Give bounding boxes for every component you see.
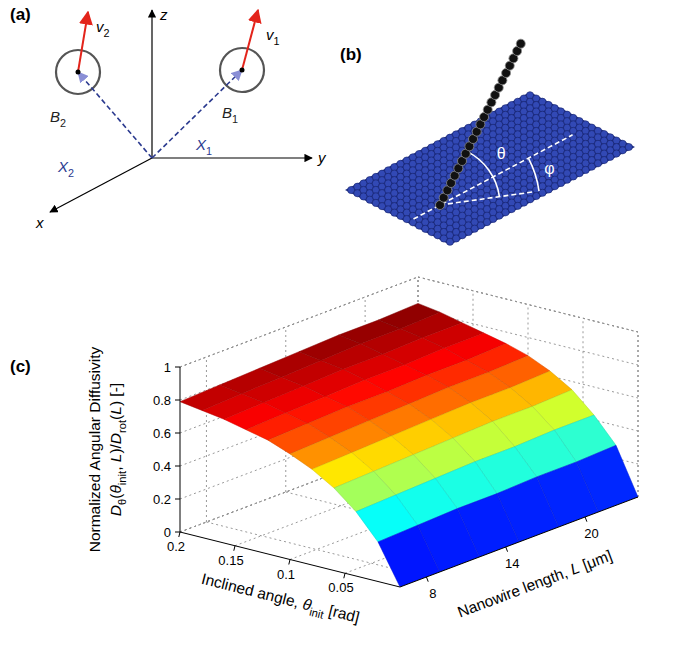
figure-svg: (a)zyxB2v2X2B1v1X1(b)θφ(c)00.20.40.60.81… xyxy=(0,0,679,646)
text-part: 1 xyxy=(206,145,212,157)
tick xyxy=(175,367,180,368)
projection-line xyxy=(440,192,534,205)
text-part: L xyxy=(107,406,124,415)
figure: (a)zyxB2v2X2B1v1X1(b)θφ(c)00.20.40.60.81… xyxy=(0,0,679,646)
text-part: Inclined angle, xyxy=(200,570,305,612)
panel-c: (c)00.20.40.60.810.050.10.150.281420Incl… xyxy=(10,277,638,629)
tick xyxy=(289,560,290,565)
text-part: ) [-] xyxy=(107,383,124,406)
axis-label: z xyxy=(159,6,168,23)
tick-label: 0.1 xyxy=(277,567,295,582)
body-center xyxy=(76,70,81,75)
tick xyxy=(585,517,587,522)
velocity-vector xyxy=(242,10,258,70)
text-part: Nanowire length, xyxy=(455,562,574,621)
reference-line xyxy=(413,135,572,219)
tick xyxy=(175,466,180,467)
box-edge xyxy=(638,332,639,497)
axis-line xyxy=(152,157,312,158)
text-part: 1 xyxy=(232,113,238,125)
substrate xyxy=(345,92,635,245)
velocity-label: v1 xyxy=(266,26,280,47)
axis-line xyxy=(50,158,152,212)
position-vector xyxy=(152,70,242,158)
tick-label: 8 xyxy=(429,586,436,601)
text-part: [rad] xyxy=(323,601,361,626)
angle-arc xyxy=(467,151,500,196)
axis-title y-title: Nanowire length, L [μm] xyxy=(455,547,614,621)
text-part: , xyxy=(107,462,124,471)
tick xyxy=(506,547,508,552)
tick xyxy=(175,532,180,533)
grid-line xyxy=(206,357,207,522)
body xyxy=(56,50,100,94)
tick xyxy=(175,433,180,434)
velocity-vector xyxy=(78,12,88,72)
text-part: init xyxy=(116,470,128,485)
text-part: rot xyxy=(116,419,128,433)
panel-label: (a) xyxy=(10,5,31,24)
tick-label: 0.8 xyxy=(153,393,171,408)
text-part: D xyxy=(107,505,124,516)
position-label: X2 xyxy=(57,158,74,179)
angle-label: θ xyxy=(497,145,506,162)
tick-label: 1 xyxy=(164,360,171,375)
tick xyxy=(344,573,345,578)
nanowire xyxy=(436,39,526,209)
angle-label: φ xyxy=(544,160,554,177)
text-part: L xyxy=(107,454,124,463)
axis-line z-axis xyxy=(180,367,181,532)
tick-label: 0.15 xyxy=(218,553,243,568)
text-part: [μm] xyxy=(576,547,615,575)
angle-arc xyxy=(528,158,539,191)
nanowire-atom xyxy=(516,39,525,48)
axis-label: y xyxy=(317,149,327,166)
panel-label: (c) xyxy=(10,357,31,376)
axis-line xyxy=(151,10,152,158)
text-part: 2 xyxy=(68,167,74,179)
text-part: Normalized Angular Diffusivity xyxy=(86,346,103,552)
tick-label: 14 xyxy=(505,556,519,571)
text-part: B xyxy=(222,104,232,121)
body-label: B1 xyxy=(222,104,238,125)
tick-label: 0.4 xyxy=(153,459,171,474)
tick xyxy=(175,499,180,500)
tick-label: 0 xyxy=(164,525,171,540)
tick-label: 20 xyxy=(584,526,598,541)
substrate-atoms xyxy=(348,92,633,246)
axis-title z-title: Dθ(θinit, L)/Drot(L) [-] xyxy=(107,383,128,516)
text-part: 1 xyxy=(274,35,280,47)
position-vector xyxy=(78,72,152,158)
tick-label: 0.6 xyxy=(153,426,171,441)
surface xyxy=(180,303,638,587)
text-part: D xyxy=(107,433,124,444)
text-part: 2 xyxy=(104,27,110,39)
tick-label: 0.05 xyxy=(328,580,353,595)
atom xyxy=(625,143,632,150)
axis-title z-title: Normalized Angular Diffusivity xyxy=(86,346,103,552)
axis-label: x xyxy=(35,214,44,231)
axis-line y-axis xyxy=(400,497,638,587)
body-center xyxy=(240,68,245,73)
axis-title x-title: Inclined angle, θinit [rad] xyxy=(199,570,361,629)
body-label: B2 xyxy=(50,108,66,129)
tick xyxy=(175,400,180,401)
panel-a: (a)zyxB2v2X2B1v1X1 xyxy=(10,5,327,231)
position-label: X1 xyxy=(195,136,212,157)
panel-label: (b) xyxy=(340,45,362,64)
text-part: 2 xyxy=(60,117,66,129)
tick-label: 0.2 xyxy=(167,539,185,554)
plot-box xyxy=(180,277,638,532)
panel-b: (b) θ φ xyxy=(340,39,635,245)
tick xyxy=(179,532,180,537)
tick xyxy=(426,577,428,582)
tick xyxy=(234,546,235,551)
surface-cell xyxy=(378,525,440,587)
tick-label: 0.2 xyxy=(153,492,171,507)
text-part: B xyxy=(50,108,60,125)
velocity-label: v2 xyxy=(96,18,110,39)
